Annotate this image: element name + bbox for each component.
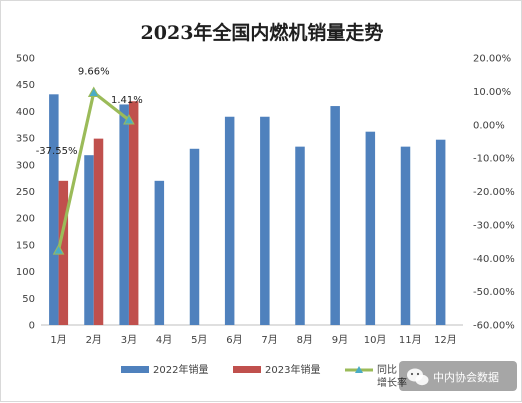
- legend: 2022年销量 2023年销量 同比增长率: [121, 363, 407, 389]
- y-left-tick-label: 200: [16, 214, 35, 225]
- bar-2022: [224, 116, 235, 326]
- bar-2022: [189, 148, 200, 325]
- growth-data-label: -37.55%: [36, 146, 78, 157]
- y-left-tick-label: 0: [29, 321, 35, 332]
- y-left-tick-label: 500: [16, 54, 35, 65]
- bars: [49, 94, 446, 326]
- y-left-tick-label: 400: [16, 107, 35, 118]
- legend-swatch-2022: [121, 366, 149, 373]
- watermark: 中内协会数据: [399, 361, 517, 391]
- y-right-tick-label: 0.00%: [473, 120, 505, 131]
- x-tick-label: 1月: [50, 334, 66, 346]
- chart-title: 2023年全国内燃机销量走势: [141, 21, 384, 44]
- y-left-tick-label: 100: [16, 267, 35, 278]
- x-tick-label: 3月: [121, 334, 137, 346]
- y-left-tick-label: 150: [16, 240, 35, 251]
- legend-label: 同比增长率: [377, 364, 407, 389]
- x-tick-label: 12月: [434, 334, 457, 346]
- y-left-tick-label: 450: [16, 80, 35, 91]
- y-right-tick-label: 20.00%: [473, 54, 511, 65]
- y-left-tick-label: 250: [16, 187, 35, 198]
- bar-2023: [128, 101, 139, 325]
- y-right-tick-label: -10.00%: [473, 154, 515, 165]
- y-right-tick-label: -50.00%: [473, 287, 515, 298]
- growth-line-layer: [52, 86, 135, 255]
- x-tick-label: 4月: [156, 334, 172, 346]
- bar-2023: [93, 138, 104, 325]
- legend-label: 2023年销量: [265, 363, 320, 376]
- x-tick-label: 11月: [399, 334, 422, 346]
- legend-marker-growth: [355, 366, 363, 373]
- x-tick-label: 5月: [191, 334, 207, 346]
- x-tick-label: 10月: [364, 334, 387, 346]
- x-tick-label: 6月: [226, 334, 242, 346]
- watermark-text: 中内协会数据: [433, 370, 499, 384]
- y-right-tick-label: -60.00%: [473, 321, 515, 332]
- x-tick-label: 2月: [86, 334, 102, 346]
- watermark-background: [399, 361, 517, 391]
- y-right-tick-label: -40.00%: [473, 254, 515, 265]
- legend-swatch-2023: [233, 366, 261, 373]
- bar-2022: [330, 106, 340, 325]
- growth-point: [52, 244, 65, 255]
- x-tick-label: 7月: [261, 334, 277, 346]
- bar-2022: [84, 155, 94, 325]
- bar-2022: [119, 104, 129, 325]
- y-right-tick-label: -30.00%: [473, 220, 515, 231]
- data-labels: -37.55% 9.66% 1.41%: [36, 67, 143, 158]
- wechat-icon: [407, 368, 429, 386]
- growth-point: [123, 114, 135, 125]
- bar-2022: [365, 131, 376, 325]
- bar-2022: [49, 94, 59, 325]
- legend-label: 2022年销量: [153, 363, 208, 376]
- y-left-tick-label: 300: [16, 160, 35, 171]
- growth-point: [87, 86, 100, 98]
- bar-2022: [154, 180, 165, 325]
- bar-2022: [400, 146, 411, 325]
- growth-data-label: 9.66%: [78, 67, 110, 78]
- bar-2022: [260, 116, 270, 326]
- y-left-tick-label: 50: [22, 294, 35, 305]
- axes: 0 50 100 150 200 250 300 350 400 450 500 -60.00% -50…: [16, 54, 515, 347]
- bar-2022: [435, 139, 446, 325]
- y-right-tick-label: 10.00%: [473, 87, 511, 98]
- y-right-tick-label: -20.00%: [473, 187, 515, 198]
- x-tick-label: 8月: [297, 334, 313, 346]
- growth-data-label: 1.41%: [111, 95, 143, 106]
- bar-2022: [295, 146, 305, 325]
- y-left-tick-label: 350: [16, 134, 35, 145]
- x-tick-label: 9月: [332, 334, 348, 346]
